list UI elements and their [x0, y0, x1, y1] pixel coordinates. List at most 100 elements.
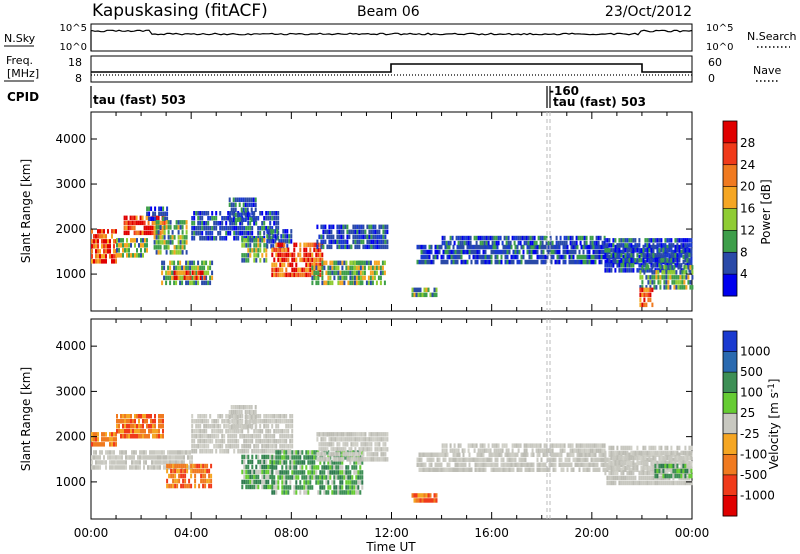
heatmap-cell	[353, 265, 356, 271]
heatmap-cell	[143, 465, 145, 470]
heatmap-cell	[434, 452, 437, 457]
heatmap-cell	[626, 238, 629, 243]
heatmap-cell	[337, 490, 340, 495]
heatmap-cell	[558, 254, 561, 260]
heatmap-cell	[372, 244, 375, 250]
heatmap-cell	[622, 258, 625, 263]
heatmap-cell	[654, 460, 657, 466]
heatmap-cell	[339, 280, 342, 286]
heatmap-cell	[497, 443, 500, 448]
heatmap-cell	[632, 465, 635, 471]
heatmap-cell	[672, 243, 675, 248]
heatmap-cell	[241, 238, 244, 243]
heatmap-cell	[99, 455, 101, 460]
heatmap-cell	[132, 429, 134, 434]
heatmap-cell	[628, 452, 631, 457]
heatmap-cell	[632, 263, 635, 268]
heatmap-cell	[248, 212, 251, 217]
heatmap-cell	[670, 455, 673, 461]
heatmap-cell	[572, 249, 575, 255]
heatmap-cell	[319, 480, 322, 485]
heatmap-cell	[659, 275, 662, 280]
heatmap-cell	[488, 259, 491, 265]
heatmap-cell	[492, 452, 495, 457]
heatmap-cell	[520, 467, 523, 472]
heatmap-cell	[643, 302, 646, 308]
heatmap-cell	[505, 443, 508, 448]
heatmap-cell	[155, 455, 157, 460]
heatmap-cell	[571, 443, 574, 448]
heatmap-cell	[378, 229, 381, 235]
heatmap-cell	[606, 248, 609, 253]
heatmap-cell	[526, 249, 529, 255]
heatmap-cell	[354, 457, 357, 462]
heatmap-cell	[241, 469, 244, 475]
heatmap-cell	[517, 240, 520, 246]
heatmap-cell	[570, 452, 573, 457]
heatmap-cell	[169, 460, 171, 465]
heatmap-cell	[366, 442, 369, 447]
heatmap-cell	[541, 448, 544, 453]
heatmap-cell	[128, 429, 130, 434]
heatmap-cell	[269, 434, 272, 439]
heatmap-cell	[415, 287, 418, 293]
heatmap-cell	[351, 270, 354, 276]
heatmap-cell	[660, 450, 663, 456]
heatmap-cell	[207, 449, 210, 454]
heatmap-cell	[466, 249, 469, 255]
heatmap-cell	[135, 450, 137, 455]
heatmap-cell	[658, 480, 661, 486]
heatmap-cell	[201, 434, 204, 439]
heatmap-cell	[243, 464, 246, 470]
heatmap-cell	[630, 248, 633, 253]
heatmap-cell	[99, 249, 101, 254]
heatmap-cell	[176, 478, 179, 484]
heatmap-cell	[141, 455, 143, 460]
heatmap-cell	[354, 447, 357, 452]
heatmap-cell	[152, 434, 154, 439]
heatmap-cell	[206, 463, 209, 469]
heatmap-cell	[362, 442, 365, 447]
heatmap-cell	[556, 244, 559, 250]
heatmap-cell	[614, 475, 617, 481]
heatmap-cell	[137, 460, 139, 465]
heatmap-cell	[539, 443, 542, 448]
heatmap-cell	[687, 275, 690, 280]
heatmap-cell	[319, 257, 322, 263]
heatmap-cell	[610, 253, 613, 258]
heatmap-cell	[550, 244, 553, 250]
heatmap-cell	[554, 462, 557, 467]
heatmap-cell	[136, 248, 138, 253]
heatmap-cell	[174, 468, 177, 474]
heatmap-cell	[496, 244, 499, 250]
colorbar-swatch	[723, 252, 737, 275]
heatmap-cell	[231, 226, 234, 231]
heatmap-cell	[643, 292, 646, 298]
heatmap-cell	[616, 259, 619, 265]
heatmap-cell	[123, 230, 126, 236]
heatmap-cell	[665, 285, 668, 290]
heatmap-cell	[145, 460, 147, 465]
heatmap-cell	[341, 480, 344, 485]
heatmap-cell	[154, 429, 156, 434]
heatmap-cell	[675, 285, 678, 290]
heatmap-cell	[209, 260, 212, 266]
heatmap-cell	[172, 468, 175, 474]
heatmap-cell	[592, 259, 595, 265]
heatmap-cell	[523, 443, 526, 448]
heatmap-cell	[307, 262, 310, 268]
heatmap-cell	[135, 460, 137, 465]
heatmap-cell	[236, 405, 239, 410]
heatmap-cell	[598, 254, 601, 260]
heatmap-cell	[149, 455, 151, 460]
heatmap-cell	[93, 234, 95, 239]
heatmap-cell	[289, 460, 292, 465]
heatmap-cell	[371, 275, 374, 281]
heatmap-cell	[234, 197, 237, 202]
heatmap-cell	[121, 465, 123, 470]
heatmap-cell	[259, 231, 262, 236]
heatmap-cell	[191, 260, 194, 266]
heatmap-cell	[358, 457, 361, 462]
heatmap-cell	[342, 229, 345, 235]
heatmap-cell	[133, 460, 135, 465]
